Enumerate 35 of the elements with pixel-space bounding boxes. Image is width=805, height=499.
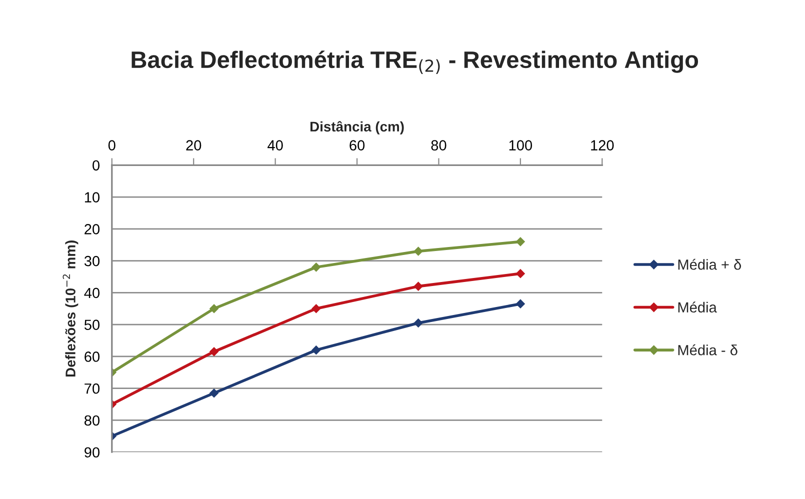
point — [210, 388, 218, 398]
x-tick-label: 60 — [350, 140, 365, 150]
point — [516, 269, 525, 278]
legend-label: Média + δ — [678, 258, 742, 270]
x-tick-label: 120 — [591, 140, 614, 150]
y-tick-label: 60 — [84, 352, 100, 362]
point — [516, 237, 525, 246]
y-tick-label: 40 — [84, 288, 100, 298]
y-tick-label: 0 — [92, 160, 100, 171]
chart-title: Bacia Deflectométria TRE$_{(2)}$ - Revestimento Antigo — [132, 50, 698, 74]
point — [312, 346, 321, 355]
point — [312, 304, 321, 314]
point — [414, 246, 423, 256]
y-tick-label: 70 — [84, 383, 100, 394]
x-tick-label: 100 — [509, 140, 532, 150]
point — [516, 299, 525, 308]
point — [210, 347, 218, 356]
legend-label: Média — [678, 302, 717, 313]
y-tick-label: 90 — [84, 447, 100, 458]
y-tick-label: 50 — [84, 320, 100, 330]
x-tick-label: 40 — [268, 140, 283, 150]
point — [210, 304, 218, 314]
y-tick-label: 30 — [84, 256, 100, 266]
y-tick-label: 10 — [84, 192, 100, 202]
x-axis-title: Distância (cm) — [310, 121, 404, 134]
y-tick-label: 80 — [84, 415, 100, 426]
point — [414, 282, 423, 291]
legend-label: Média - δ — [678, 344, 738, 356]
x-tick-label: 80 — [431, 140, 446, 150]
y-tick-label: 20 — [84, 224, 100, 234]
point — [312, 262, 321, 272]
y-axis-title: Deflexões (10$^{−2}$ mm) — [62, 240, 78, 377]
x-tick-label: 0 — [108, 140, 116, 150]
point — [414, 318, 423, 328]
x-tick-label: 20 — [186, 140, 202, 150]
